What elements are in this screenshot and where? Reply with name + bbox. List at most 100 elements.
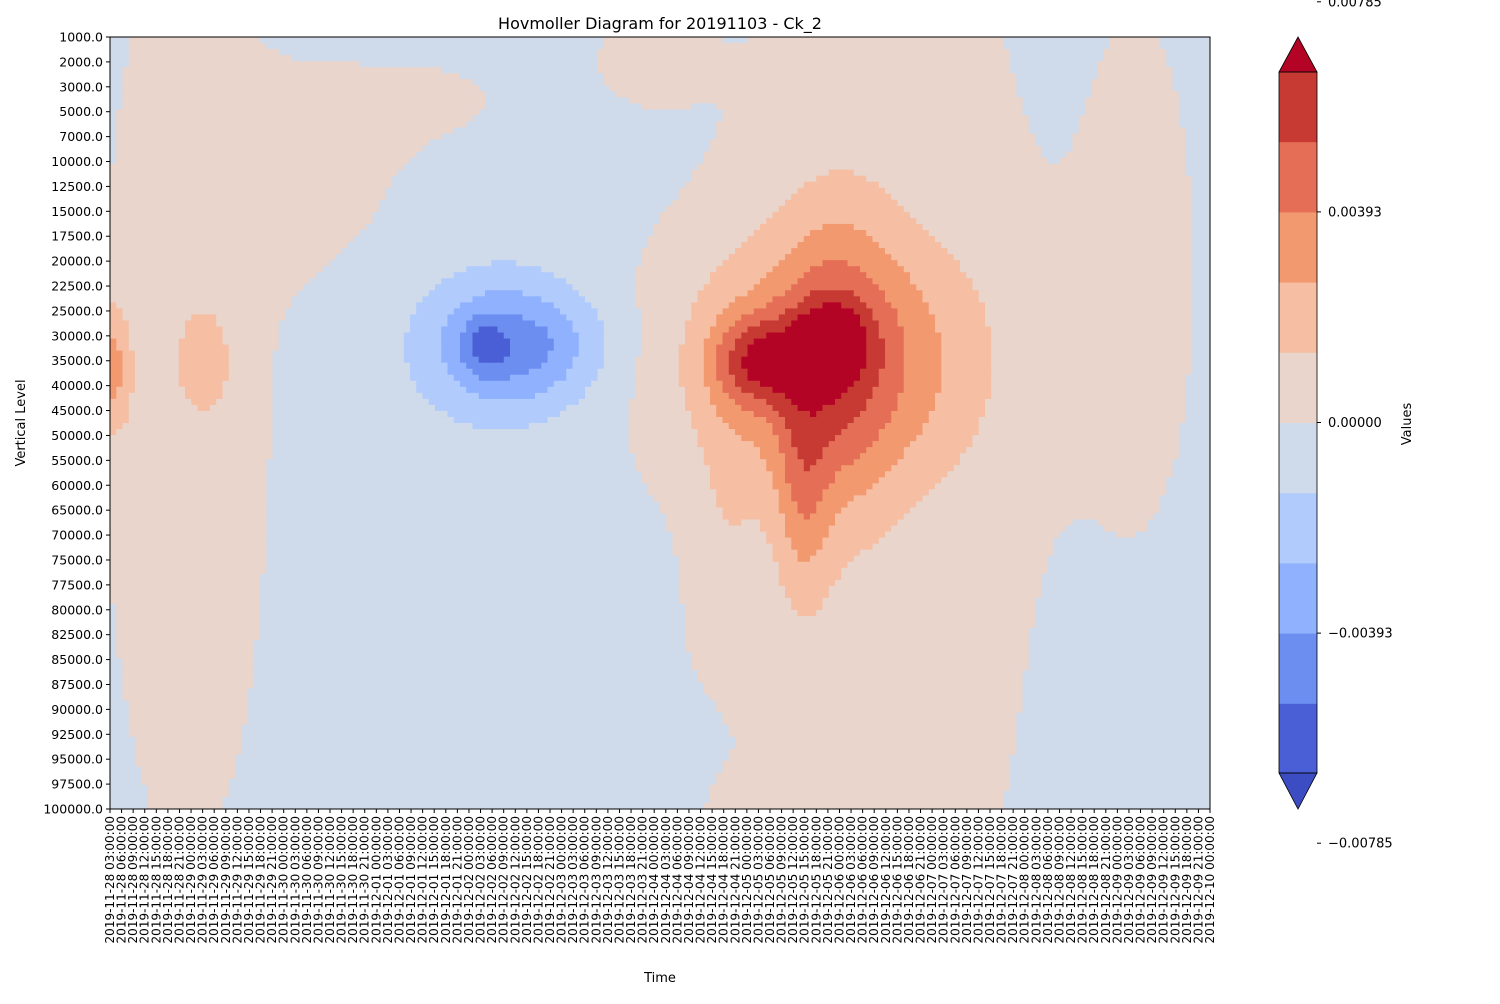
contour-cell: [410, 61, 417, 68]
contour-cell: [473, 188, 480, 195]
contour-cell: [410, 103, 417, 110]
contour-cell: [654, 103, 661, 110]
contour-cell: [960, 67, 967, 74]
contour-cell: [1004, 109, 1011, 116]
contour-cell: [241, 158, 248, 165]
contour-cell: [616, 73, 623, 80]
contour-cell: [123, 188, 130, 195]
contour-cell: [548, 61, 555, 68]
contour-cell: [623, 97, 630, 104]
contour-cell: [1129, 170, 1136, 177]
contour-cell: [773, 115, 780, 122]
contour-cell: [473, 97, 480, 104]
contour-cell: [854, 158, 861, 165]
contour-cell: [916, 67, 923, 74]
contour-cell: [279, 194, 286, 201]
contour-cell: [435, 152, 442, 159]
contour-cell: [885, 43, 892, 50]
contour-cell: [1073, 164, 1080, 171]
contour-cell: [473, 91, 480, 98]
contour-cell: [404, 206, 411, 213]
contour-cell: [1179, 152, 1186, 159]
contour-cell: [510, 200, 517, 207]
contour-cell: [429, 73, 436, 80]
contour-cell: [723, 61, 730, 68]
contour-cell: [298, 164, 305, 171]
contour-cell: [298, 134, 305, 141]
contour-cell: [135, 55, 142, 62]
contour-cell: [1079, 61, 1086, 68]
contour-cell: [641, 146, 648, 153]
contour-cell: [804, 43, 811, 50]
contour-cell: [729, 194, 736, 201]
contour-cell: [766, 134, 773, 141]
contour-cell: [1185, 91, 1192, 98]
contour-cell: [885, 37, 892, 44]
contour-cell: [129, 79, 136, 86]
contour-cell: [298, 73, 305, 80]
contour-cell: [285, 200, 292, 207]
contour-cell: [760, 152, 767, 159]
contour-cell: [723, 91, 730, 98]
contour-cell: [504, 79, 511, 86]
contour-cell: [1004, 91, 1011, 98]
contour-cell: [904, 194, 911, 201]
contour-cell: [354, 194, 361, 201]
contour-cell: [1035, 37, 1042, 44]
contour-cell: [460, 176, 467, 183]
contour-cell: [1110, 182, 1117, 189]
contour-cell: [479, 170, 486, 177]
contour-cell: [416, 43, 423, 50]
contour-cell: [285, 146, 292, 153]
contour-cell: [991, 109, 998, 116]
contour-cell: [885, 121, 892, 128]
contour-cell: [948, 73, 955, 80]
contour-cell: [923, 182, 930, 189]
contour-cell: [910, 61, 917, 68]
contour-cell: [473, 182, 480, 189]
contour-cell: [960, 91, 967, 98]
contour-cell: [185, 146, 192, 153]
contour-cell: [885, 140, 892, 147]
contour-cell: [429, 152, 436, 159]
contour-cell: [810, 188, 817, 195]
contour-cell: [773, 103, 780, 110]
contour-cell: [1129, 73, 1136, 80]
contour-cell: [1191, 73, 1198, 80]
contour-cell: [573, 200, 580, 207]
contour-cell: [1166, 188, 1173, 195]
contour-cell: [948, 140, 955, 147]
contour-cell: [616, 103, 623, 110]
contour-cell: [210, 85, 217, 92]
contour-cell: [673, 182, 680, 189]
contour-cell: [479, 79, 486, 86]
contour-cell: [1191, 152, 1198, 159]
contour-cell: [223, 109, 230, 116]
contour-cell: [248, 158, 255, 165]
contour-cell: [610, 176, 617, 183]
contour-cell: [479, 164, 486, 171]
contour-cell: [585, 61, 592, 68]
contour-cell: [941, 121, 948, 128]
contour-cell: [129, 115, 136, 122]
contour-cell: [910, 152, 917, 159]
contour-cell: [910, 115, 917, 122]
contour-cell: [423, 49, 430, 56]
contour-cell: [310, 146, 317, 153]
contour-cell: [779, 49, 786, 56]
contour-cell: [1048, 85, 1055, 92]
contour-cell: [173, 152, 180, 159]
contour-cell: [966, 61, 973, 68]
contour-cell: [1085, 188, 1092, 195]
contour-cell: [548, 152, 555, 159]
contour-cell: [610, 91, 617, 98]
contour-cell: [748, 134, 755, 141]
contour-cell: [229, 97, 236, 104]
contour-cell: [373, 97, 380, 104]
contour-cell: [891, 152, 898, 159]
contour-cell: [329, 49, 336, 56]
contour-cell: [110, 140, 117, 147]
contour-cell: [216, 37, 223, 44]
contour-cell: [1066, 97, 1073, 104]
contour-cell: [1035, 127, 1042, 134]
